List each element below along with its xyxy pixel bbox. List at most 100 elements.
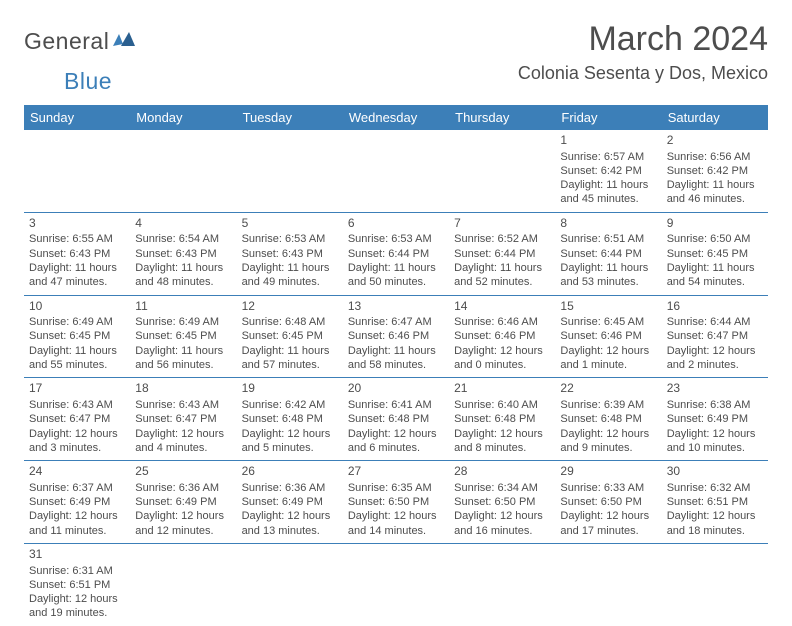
day-info-line: and 0 minutes. — [454, 358, 550, 372]
day-number: 4 — [135, 216, 231, 232]
day-info-line: Sunrise: 6:32 AM — [667, 481, 763, 495]
day-info-line: Sunrise: 6:39 AM — [560, 398, 656, 412]
calendar-day-cell: 19Sunrise: 6:42 AMSunset: 6:48 PMDayligh… — [237, 378, 343, 461]
day-number: 24 — [29, 464, 125, 480]
weekday-header: Saturday — [662, 105, 768, 130]
day-info-line: Daylight: 11 hours — [29, 344, 125, 358]
day-number: 1 — [560, 133, 656, 149]
weekday-header: Sunday — [24, 105, 130, 130]
calendar-day-cell — [24, 130, 130, 212]
day-number: 11 — [135, 299, 231, 315]
calendar-day-cell: 29Sunrise: 6:33 AMSunset: 6:50 PMDayligh… — [555, 461, 661, 544]
calendar-week-row: 3Sunrise: 6:55 AMSunset: 6:43 PMDaylight… — [24, 212, 768, 295]
day-info-line: Sunrise: 6:56 AM — [667, 150, 763, 164]
day-info-line: and 47 minutes. — [29, 275, 125, 289]
day-info-line: Sunset: 6:47 PM — [135, 412, 231, 426]
day-number: 31 — [29, 547, 125, 563]
day-info-line: Sunrise: 6:46 AM — [454, 315, 550, 329]
location-subtitle: Colonia Sesenta y Dos, Mexico — [518, 63, 768, 84]
day-info-line: and 11 minutes. — [29, 524, 125, 538]
day-info-line: and 52 minutes. — [454, 275, 550, 289]
calendar-week-row: 31Sunrise: 6:31 AMSunset: 6:51 PMDayligh… — [24, 543, 768, 625]
day-info-line: Daylight: 12 hours — [560, 427, 656, 441]
day-info-line: Sunrise: 6:42 AM — [242, 398, 338, 412]
weekday-header: Friday — [555, 105, 661, 130]
calendar-day-cell: 4Sunrise: 6:54 AMSunset: 6:43 PMDaylight… — [130, 212, 236, 295]
day-info-line: Daylight: 11 hours — [242, 344, 338, 358]
calendar-day-cell: 30Sunrise: 6:32 AMSunset: 6:51 PMDayligh… — [662, 461, 768, 544]
day-info-line: Daylight: 11 hours — [454, 261, 550, 275]
day-info-line: Daylight: 12 hours — [667, 509, 763, 523]
day-number: 6 — [348, 216, 444, 232]
day-info-line: Sunset: 6:49 PM — [667, 412, 763, 426]
weekday-header: Thursday — [449, 105, 555, 130]
day-info-line: Daylight: 12 hours — [454, 344, 550, 358]
day-info-line: Sunset: 6:44 PM — [348, 247, 444, 261]
logo-text-1: General — [24, 28, 109, 55]
weekday-header: Tuesday — [237, 105, 343, 130]
day-info-line: Sunrise: 6:49 AM — [135, 315, 231, 329]
day-info-line: Sunrise: 6:41 AM — [348, 398, 444, 412]
day-info-line: Daylight: 12 hours — [135, 427, 231, 441]
calendar-day-cell: 24Sunrise: 6:37 AMSunset: 6:49 PMDayligh… — [24, 461, 130, 544]
day-info-line: Daylight: 12 hours — [667, 427, 763, 441]
day-info-line: Daylight: 12 hours — [348, 509, 444, 523]
day-info-line: and 8 minutes. — [454, 441, 550, 455]
day-number: 29 — [560, 464, 656, 480]
calendar-day-cell — [662, 543, 768, 625]
day-number: 12 — [242, 299, 338, 315]
day-info-line: Sunset: 6:51 PM — [29, 578, 125, 592]
logo-text-2: Blue — [64, 68, 112, 95]
weekday-header-row: Sunday Monday Tuesday Wednesday Thursday… — [24, 105, 768, 130]
calendar-day-cell: 6Sunrise: 6:53 AMSunset: 6:44 PMDaylight… — [343, 212, 449, 295]
calendar-day-cell: 3Sunrise: 6:55 AMSunset: 6:43 PMDaylight… — [24, 212, 130, 295]
day-number: 21 — [454, 381, 550, 397]
day-info-line: and 18 minutes. — [667, 524, 763, 538]
day-info-line: Sunset: 6:44 PM — [454, 247, 550, 261]
day-info-line: Daylight: 12 hours — [29, 509, 125, 523]
day-info-line: Sunrise: 6:50 AM — [667, 232, 763, 246]
day-info-line: Sunset: 6:46 PM — [454, 329, 550, 343]
day-info-line: Sunset: 6:47 PM — [29, 412, 125, 426]
calendar-day-cell — [237, 130, 343, 212]
day-info-line: and 4 minutes. — [135, 441, 231, 455]
day-info-line: Sunrise: 6:51 AM — [560, 232, 656, 246]
day-info-line: Daylight: 12 hours — [667, 344, 763, 358]
calendar-day-cell: 14Sunrise: 6:46 AMSunset: 6:46 PMDayligh… — [449, 295, 555, 378]
day-info-line: Sunset: 6:50 PM — [348, 495, 444, 509]
day-number: 13 — [348, 299, 444, 315]
calendar-day-cell: 26Sunrise: 6:36 AMSunset: 6:49 PMDayligh… — [237, 461, 343, 544]
day-info-line: Daylight: 11 hours — [135, 261, 231, 275]
day-info-line: Sunrise: 6:36 AM — [242, 481, 338, 495]
day-info-line: Daylight: 11 hours — [242, 261, 338, 275]
calendar-day-cell — [130, 130, 236, 212]
day-info-line: Daylight: 12 hours — [454, 509, 550, 523]
day-info-line: Daylight: 11 hours — [667, 261, 763, 275]
calendar-day-cell: 17Sunrise: 6:43 AMSunset: 6:47 PMDayligh… — [24, 378, 130, 461]
day-number: 25 — [135, 464, 231, 480]
day-info-line: and 9 minutes. — [560, 441, 656, 455]
day-number: 23 — [667, 381, 763, 397]
day-info-line: and 12 minutes. — [135, 524, 231, 538]
day-info-line: and 1 minute. — [560, 358, 656, 372]
day-info-line: Daylight: 12 hours — [135, 509, 231, 523]
day-info-line: Daylight: 12 hours — [242, 427, 338, 441]
calendar-day-cell: 8Sunrise: 6:51 AMSunset: 6:44 PMDaylight… — [555, 212, 661, 295]
calendar-day-cell: 1Sunrise: 6:57 AMSunset: 6:42 PMDaylight… — [555, 130, 661, 212]
day-info-line: and 10 minutes. — [667, 441, 763, 455]
calendar-day-cell — [237, 543, 343, 625]
day-info-line: Daylight: 12 hours — [560, 509, 656, 523]
day-info-line: Sunset: 6:47 PM — [667, 329, 763, 343]
day-info-line: Sunset: 6:46 PM — [348, 329, 444, 343]
calendar-day-cell: 11Sunrise: 6:49 AMSunset: 6:45 PMDayligh… — [130, 295, 236, 378]
day-info-line: and 46 minutes. — [667, 192, 763, 206]
calendar-day-cell: 21Sunrise: 6:40 AMSunset: 6:48 PMDayligh… — [449, 378, 555, 461]
day-info-line: and 53 minutes. — [560, 275, 656, 289]
day-info-line: Sunrise: 6:47 AM — [348, 315, 444, 329]
calendar-week-row: 17Sunrise: 6:43 AMSunset: 6:47 PMDayligh… — [24, 378, 768, 461]
day-number: 27 — [348, 464, 444, 480]
calendar-day-cell — [343, 543, 449, 625]
day-number: 17 — [29, 381, 125, 397]
day-info-line: Daylight: 12 hours — [560, 344, 656, 358]
day-info-line: Sunset: 6:50 PM — [454, 495, 550, 509]
